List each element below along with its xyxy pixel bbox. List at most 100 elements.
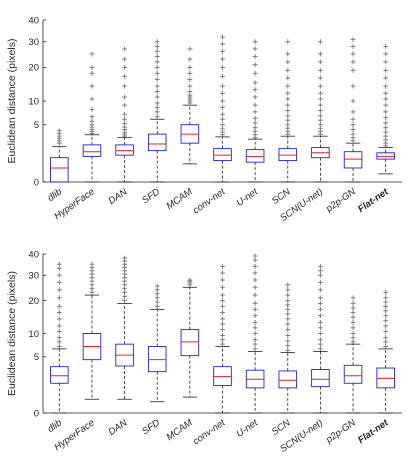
- outlier-marker: [285, 311, 291, 317]
- outlier-marker: [383, 67, 389, 73]
- outlier-marker: [318, 51, 323, 57]
- box-SCN(U-net): [311, 264, 330, 414]
- outlier-marker: [350, 131, 356, 137]
- box-SCN(U-net): [311, 39, 330, 183]
- box-DAN: [115, 46, 134, 183]
- outlier-marker: [220, 116, 225, 122]
- outlier-marker: [318, 268, 323, 274]
- outlier-marker: [383, 339, 389, 345]
- outlier-marker: [154, 70, 160, 76]
- outlier-marker: [318, 319, 323, 325]
- outlier-marker: [318, 117, 323, 123]
- outlier-marker: [318, 313, 323, 319]
- outlier-marker: [318, 39, 323, 45]
- outlier-marker: [122, 111, 127, 117]
- outlier-marker: [154, 299, 160, 305]
- box-U-net: [245, 253, 265, 414]
- outlier-marker: [285, 67, 291, 73]
- outlier-marker: [187, 89, 193, 94]
- outlier-marker: [318, 337, 323, 343]
- outlier-marker: [350, 59, 356, 65]
- outlier-marker: [56, 323, 62, 329]
- outlier-marker: [285, 51, 291, 57]
- outlier-marker: [220, 48, 225, 54]
- outlier-marker: [350, 325, 356, 331]
- outlier-marker: [383, 102, 389, 108]
- iqr-box: [180, 329, 200, 357]
- outlier-marker: [252, 306, 258, 312]
- outlier-marker: [89, 83, 95, 89]
- y-axis-label: Euclidean distance (pixels): [6, 271, 18, 396]
- outlier-marker: [285, 117, 291, 123]
- outlier-marker: [220, 284, 225, 290]
- outlier-marker: [187, 83, 193, 89]
- outlier-marker: [285, 287, 291, 293]
- outlier-marker: [56, 329, 62, 334]
- outlier-marker: [252, 264, 258, 269]
- outlier-marker: [122, 116, 127, 122]
- outlier-marker: [220, 264, 225, 269]
- outlier-marker: [383, 83, 389, 89]
- box-Flat-net: [376, 290, 395, 414]
- outlier-marker: [252, 102, 258, 108]
- outlier-marker: [122, 73, 127, 79]
- outlier-marker: [154, 104, 160, 110]
- outlier-marker: [350, 116, 356, 122]
- outlier-marker: [122, 102, 127, 108]
- y-tick-label: 10: [28, 329, 39, 340]
- outlier-marker: [220, 270, 225, 276]
- outlier-marker: [383, 109, 389, 115]
- iqr-box: [278, 370, 298, 389]
- outlier-marker: [252, 301, 258, 306]
- outlier-marker: [383, 115, 389, 121]
- outlier-marker: [252, 109, 258, 115]
- outlier-marker: [220, 327, 225, 333]
- outlier-marker: [220, 277, 225, 283]
- outlier-marker: [187, 56, 193, 62]
- outlier-marker: [187, 70, 193, 76]
- outlier-marker: [56, 303, 62, 309]
- outlier-marker: [318, 75, 323, 81]
- outlier-marker: [154, 54, 160, 59]
- outlier-marker: [154, 100, 160, 106]
- outlier-marker: [252, 253, 258, 259]
- outlier-marker: [220, 90, 225, 96]
- outlier-marker: [252, 46, 258, 52]
- outlier-marker: [220, 321, 225, 327]
- outlier-marker: [383, 75, 389, 81]
- outlier-marker: [383, 290, 389, 295]
- outlier-marker: [350, 44, 356, 49]
- outlier-marker: [285, 59, 291, 65]
- outlier-marker: [318, 341, 323, 347]
- outlier-marker: [383, 44, 389, 49]
- outlier-marker: [56, 272, 62, 278]
- iqr-box: [278, 148, 298, 162]
- outlier-marker: [252, 346, 258, 352]
- outlier-marker: [285, 333, 291, 338]
- x-tick-label: Flat-net: [356, 417, 391, 446]
- outlier-marker: [252, 319, 258, 325]
- x-tick-label: U-net: [235, 186, 261, 209]
- outlier-marker: [252, 62, 258, 68]
- outlier-marker: [252, 70, 258, 76]
- outlier-marker: [285, 298, 291, 303]
- outlier-marker: [285, 75, 291, 81]
- x-tick-label: MCAM: [164, 417, 194, 443]
- y-tick-label: 40: [28, 15, 39, 26]
- x-tick-label: dlib: [46, 186, 64, 203]
- outlier-marker: [318, 279, 323, 285]
- outlier-marker: [220, 292, 225, 298]
- outlier-marker: [318, 264, 323, 269]
- outlier-marker: [383, 313, 389, 319]
- outlier-marker: [56, 316, 62, 322]
- outlier-marker: [383, 120, 389, 126]
- outlier-marker: [383, 90, 389, 96]
- outlier-marker: [220, 104, 225, 110]
- box-SCN: [278, 39, 298, 183]
- outlier-marker: [383, 59, 389, 65]
- box-SFD: [147, 39, 167, 183]
- outlier-marker: [350, 51, 356, 57]
- outlier-marker: [154, 283, 160, 289]
- outlier-marker: [220, 303, 225, 309]
